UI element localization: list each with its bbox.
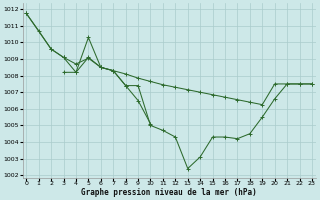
X-axis label: Graphe pression niveau de la mer (hPa): Graphe pression niveau de la mer (hPa) [81,188,257,197]
